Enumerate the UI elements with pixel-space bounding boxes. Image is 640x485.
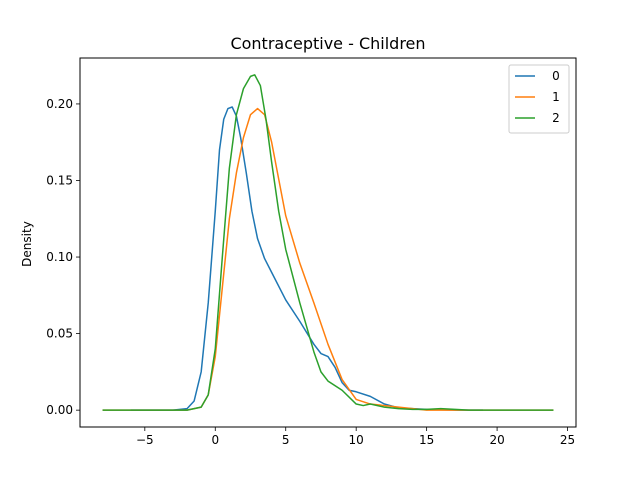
- chart-title: Contraceptive - Children: [230, 34, 425, 53]
- y-axis-ticks: 0.00 0.05 0.10 0.15 0.20: [46, 97, 80, 417]
- x-tick-label: 15: [419, 433, 434, 447]
- x-tick-label: 20: [489, 433, 504, 447]
- legend: 0 1 2: [508, 64, 570, 134]
- x-tick-label: 25: [560, 433, 575, 447]
- plot-lines: [102, 74, 554, 411]
- y-axis-label: Density: [20, 221, 34, 267]
- legend-label: 1: [552, 90, 560, 104]
- legend-label: 2: [552, 111, 560, 125]
- series-line-2: [102, 74, 554, 411]
- x-tick-label: 0: [211, 433, 219, 447]
- legend-box: [508, 64, 570, 134]
- plot-frame: [79, 57, 577, 428]
- x-axis-ticks: −5 0 5 10 15 20 25: [136, 427, 575, 447]
- series-line-0: [130, 106, 483, 411]
- y-tick-label: 0.00: [46, 403, 73, 417]
- y-tick-label: 0.10: [46, 250, 73, 264]
- x-tick-label: 10: [349, 433, 364, 447]
- y-tick-label: 0.20: [46, 97, 73, 111]
- y-tick-label: 0.05: [46, 327, 73, 341]
- x-tick-label: −5: [136, 433, 154, 447]
- x-tick-label: 5: [282, 433, 290, 447]
- y-tick-label: 0.15: [46, 173, 73, 187]
- legend-label: 0: [552, 69, 560, 83]
